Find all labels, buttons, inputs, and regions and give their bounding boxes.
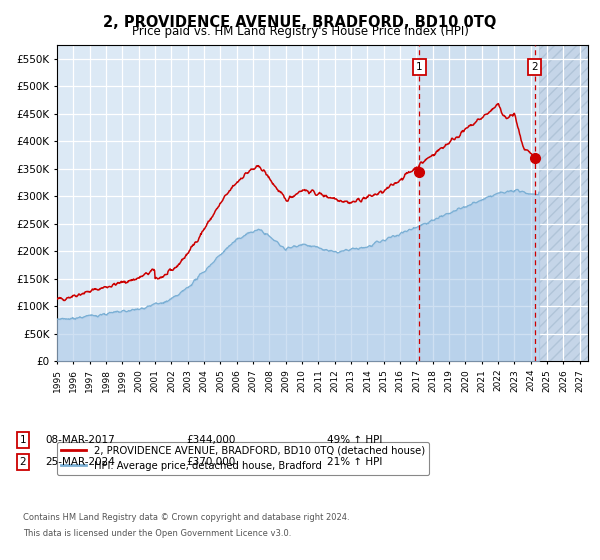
Text: Price paid vs. HM Land Registry's House Price Index (HPI): Price paid vs. HM Land Registry's House … — [131, 25, 469, 38]
Text: 25-MAR-2024: 25-MAR-2024 — [45, 457, 115, 467]
Text: 2, PROVIDENCE AVENUE, BRADFORD, BD10 0TQ: 2, PROVIDENCE AVENUE, BRADFORD, BD10 0TQ — [103, 15, 497, 30]
Text: Contains HM Land Registry data © Crown copyright and database right 2024.: Contains HM Land Registry data © Crown c… — [23, 514, 349, 522]
Text: 21% ↑ HPI: 21% ↑ HPI — [327, 457, 382, 467]
Text: 1: 1 — [416, 62, 422, 72]
Legend: 2, PROVIDENCE AVENUE, BRADFORD, BD10 0TQ (detached house), HPI: Average price, d: 2, PROVIDENCE AVENUE, BRADFORD, BD10 0TQ… — [57, 442, 429, 475]
Bar — [419, 45, 535, 361]
Text: 2: 2 — [531, 62, 538, 72]
Text: 08-MAR-2017: 08-MAR-2017 — [45, 435, 115, 445]
Text: This data is licensed under the Open Government Licence v3.0.: This data is licensed under the Open Gov… — [23, 529, 291, 538]
Text: 49% ↑ HPI: 49% ↑ HPI — [327, 435, 382, 445]
Text: £370,000: £370,000 — [186, 457, 235, 467]
Bar — [539, 45, 588, 361]
Text: 2: 2 — [19, 457, 26, 467]
Text: 1: 1 — [19, 435, 26, 445]
Text: £344,000: £344,000 — [186, 435, 235, 445]
